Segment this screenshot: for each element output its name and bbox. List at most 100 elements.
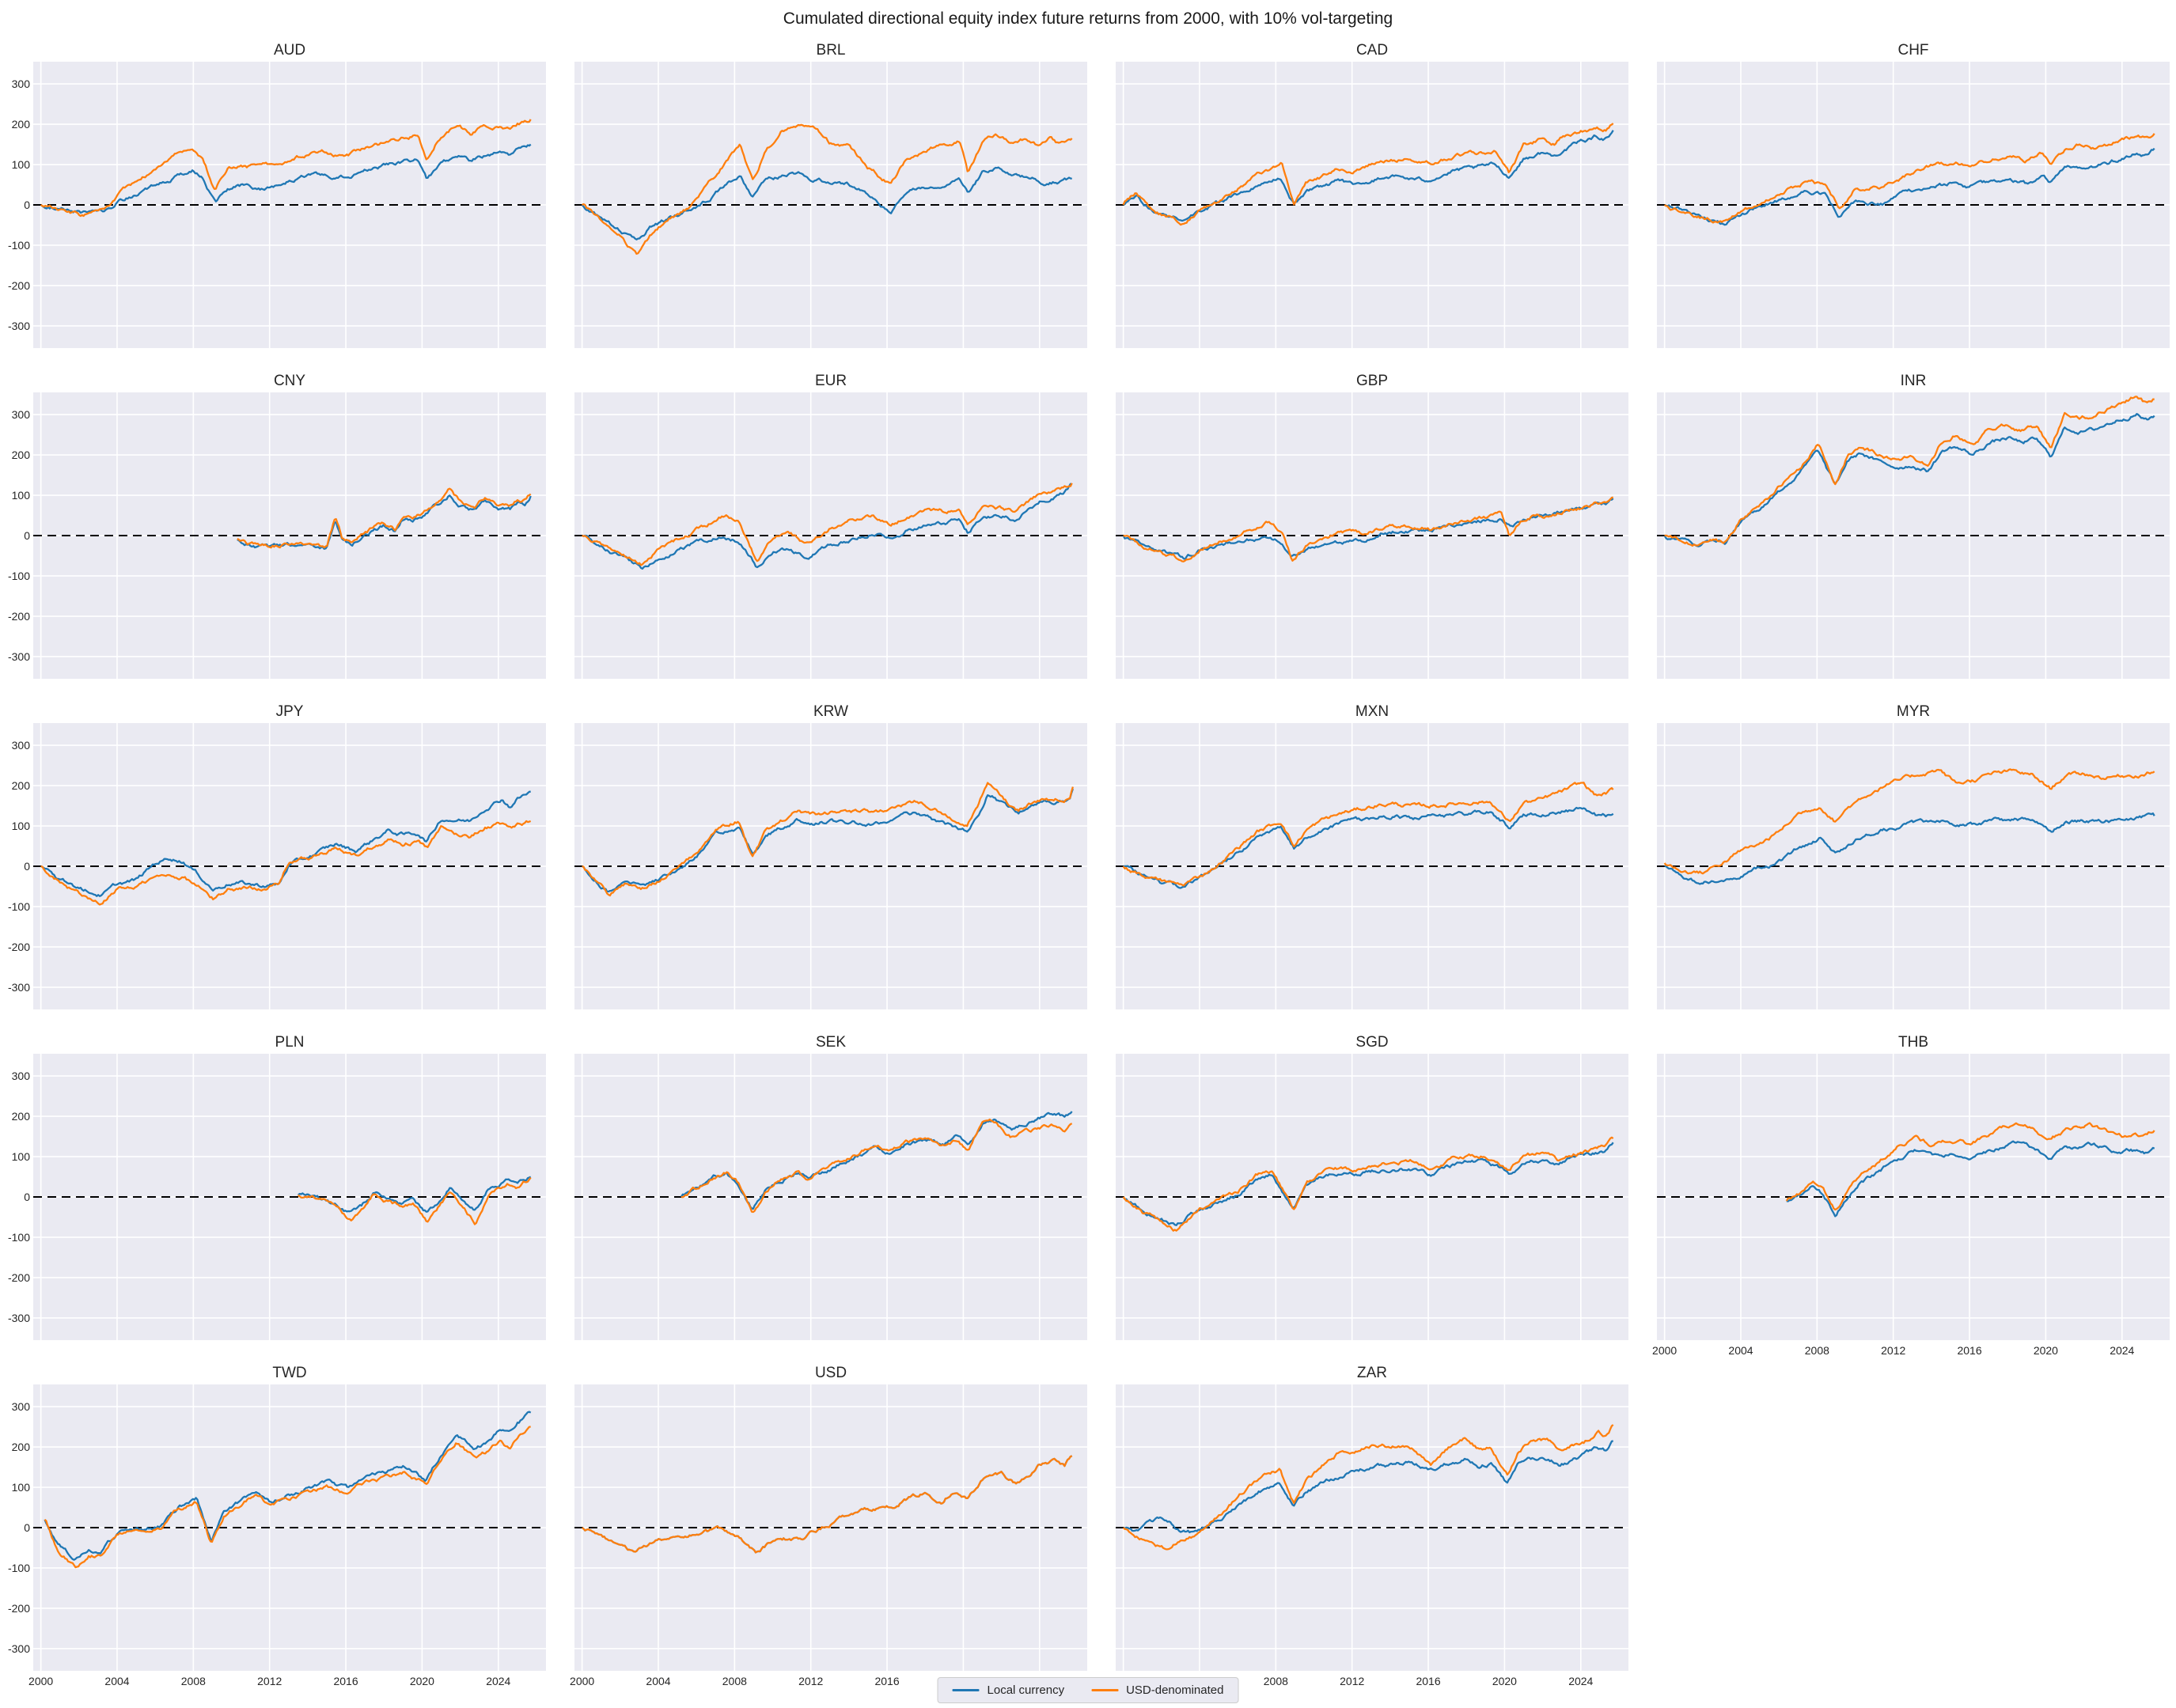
usd-denominated-line [680, 1118, 1073, 1214]
legend-label: USD-denominated [1126, 1683, 1224, 1697]
x-tick-label: 2008 [180, 1675, 206, 1687]
x-tick-label: 2000 [28, 1675, 54, 1687]
x-tick-label: 2020 [409, 1675, 434, 1687]
chart-MYR: MYR [1657, 703, 2170, 1009]
chart-CAD: CAD [1116, 41, 1628, 348]
chart-KRW: KRW [574, 703, 1087, 1009]
chart-title: SEK [815, 1034, 847, 1051]
y-tick-label: 300 [11, 78, 30, 91]
plot-area [1657, 392, 2170, 679]
y-tick-label: -200 [7, 1271, 30, 1284]
plot-area [574, 723, 1087, 1009]
y-tick-label: -100 [7, 238, 30, 252]
usd-denominated-line [1122, 1424, 1614, 1551]
chart-plot [574, 62, 1087, 348]
plot-area [1116, 62, 1628, 348]
chart-title: KRW [813, 703, 848, 720]
chart-plot [574, 1054, 1087, 1340]
usd-denominated-line [1663, 768, 2155, 875]
y-tick-label: -100 [7, 569, 30, 582]
chart-title: THB [1898, 1034, 1928, 1051]
plot-area [1116, 392, 1628, 679]
local-currency-line [1663, 413, 2155, 547]
usd-denominated-line [1663, 133, 2155, 224]
y-tick-label: -300 [7, 980, 30, 994]
y-tick-label: -200 [7, 940, 30, 953]
chart-title: JPY [275, 703, 304, 720]
y-tick-label: 200 [11, 449, 30, 462]
x-tick-label: 2004 [646, 1675, 671, 1687]
y-tick-label: -200 [7, 278, 30, 292]
usd-denominated-line [1123, 496, 1614, 562]
usd-denominated-line [1664, 396, 2155, 547]
x-tick-label: 2024 [486, 1675, 511, 1687]
chart-plot [1657, 62, 2170, 348]
plot-area [574, 62, 1087, 348]
usd-denominated-line [40, 119, 532, 218]
x-tick-label: 2004 [104, 1675, 130, 1687]
chart-title: AUD [273, 42, 306, 59]
local-currency-line [237, 494, 532, 550]
chart-plot [33, 62, 546, 348]
chart-title: BRL [816, 42, 846, 59]
plot-area [574, 392, 1087, 679]
legend-item: USD-denominated [1091, 1683, 1223, 1697]
plot-area: -300 -200 -100 0 100 200 300 [8, 62, 546, 348]
y-tick-label: 300 [11, 1070, 30, 1083]
usd-denominated-line [582, 483, 1073, 566]
chart-MXN: MXN [1116, 703, 1628, 1009]
local-currency-line [582, 483, 1073, 570]
chart-GBP: GBP [1116, 372, 1628, 679]
chart-TWD: TWD -300 -200 -100 0 100 200 300 2000 2004 2008 201… [8, 1364, 546, 1687]
usd-denominated-line [44, 1426, 531, 1569]
x-tick-label: 2024 [1568, 1675, 1594, 1687]
plot-area: -300 -200 -100 0 100 200 300 [8, 723, 546, 1009]
x-tick-label: 2012 [798, 1675, 824, 1687]
x-tick-label: 2020 [2033, 1344, 2058, 1357]
x-tick-label: 2008 [722, 1675, 747, 1687]
local-currency-line [1123, 1440, 1614, 1534]
local-currency-line [1123, 806, 1614, 889]
legend-line-swatch [952, 1689, 980, 1691]
chart-title: GBP [1355, 373, 1389, 389]
local-currency-line [1123, 130, 1614, 222]
usd-denominated-line [1122, 782, 1614, 887]
legend-label: Local currency [987, 1683, 1065, 1697]
x-tick-label: 2000 [570, 1675, 595, 1687]
x-axis-labels: 2000 2004 2008 2012 2016 2020 2024 [28, 1671, 546, 1690]
y-tick-label: 100 [11, 489, 30, 502]
chart-plot [1657, 392, 2170, 679]
chart-title: CHF [1897, 42, 1929, 59]
x-tick-label: 2016 [1957, 1344, 1982, 1357]
usd-denominated-line [1785, 1122, 2155, 1211]
x-tick-label: 2016 [333, 1675, 358, 1687]
y-tick-label: -100 [7, 899, 30, 913]
y-tick-label: 0 [24, 1191, 30, 1203]
usd-denominated-line [298, 1176, 532, 1225]
y-tick-label: 100 [11, 1481, 30, 1494]
x-tick-label: 2024 [2110, 1344, 2135, 1357]
local-currency-line [1664, 812, 2155, 885]
chart-title: EUR [814, 373, 847, 389]
chart-plot [574, 1384, 1087, 1671]
x-tick-label: 2008 [1263, 1675, 1288, 1687]
x-tick-label: 2016 [874, 1675, 900, 1687]
local-currency-line [44, 1411, 532, 1561]
chart-ZAR: ZAR2000200420082012201620202024 [1111, 1364, 1628, 1687]
local-currency-line [298, 1176, 532, 1213]
chart-AUD: AUD -300 -200 -100 0 100 200 300 [8, 41, 546, 348]
local-currency-line [582, 788, 1074, 893]
chart-plot [1116, 723, 1628, 1009]
chart-title: CAD [1355, 42, 1389, 59]
chart-title: PLN [275, 1034, 305, 1051]
plot-area: -300 -200 -100 0 100 200 300 [8, 1054, 546, 1340]
y-tick-label: 300 [11, 408, 30, 422]
y-tick-label: 100 [11, 1150, 30, 1163]
y-tick-label: -100 [7, 1230, 30, 1244]
chart-THB: THB 2000 2004 2008 2012 2016 2020 2024 [1652, 1033, 2170, 1357]
local-currency-line [1786, 1140, 2155, 1218]
chart-plot [574, 723, 1087, 1009]
plot-area [1657, 62, 2170, 348]
